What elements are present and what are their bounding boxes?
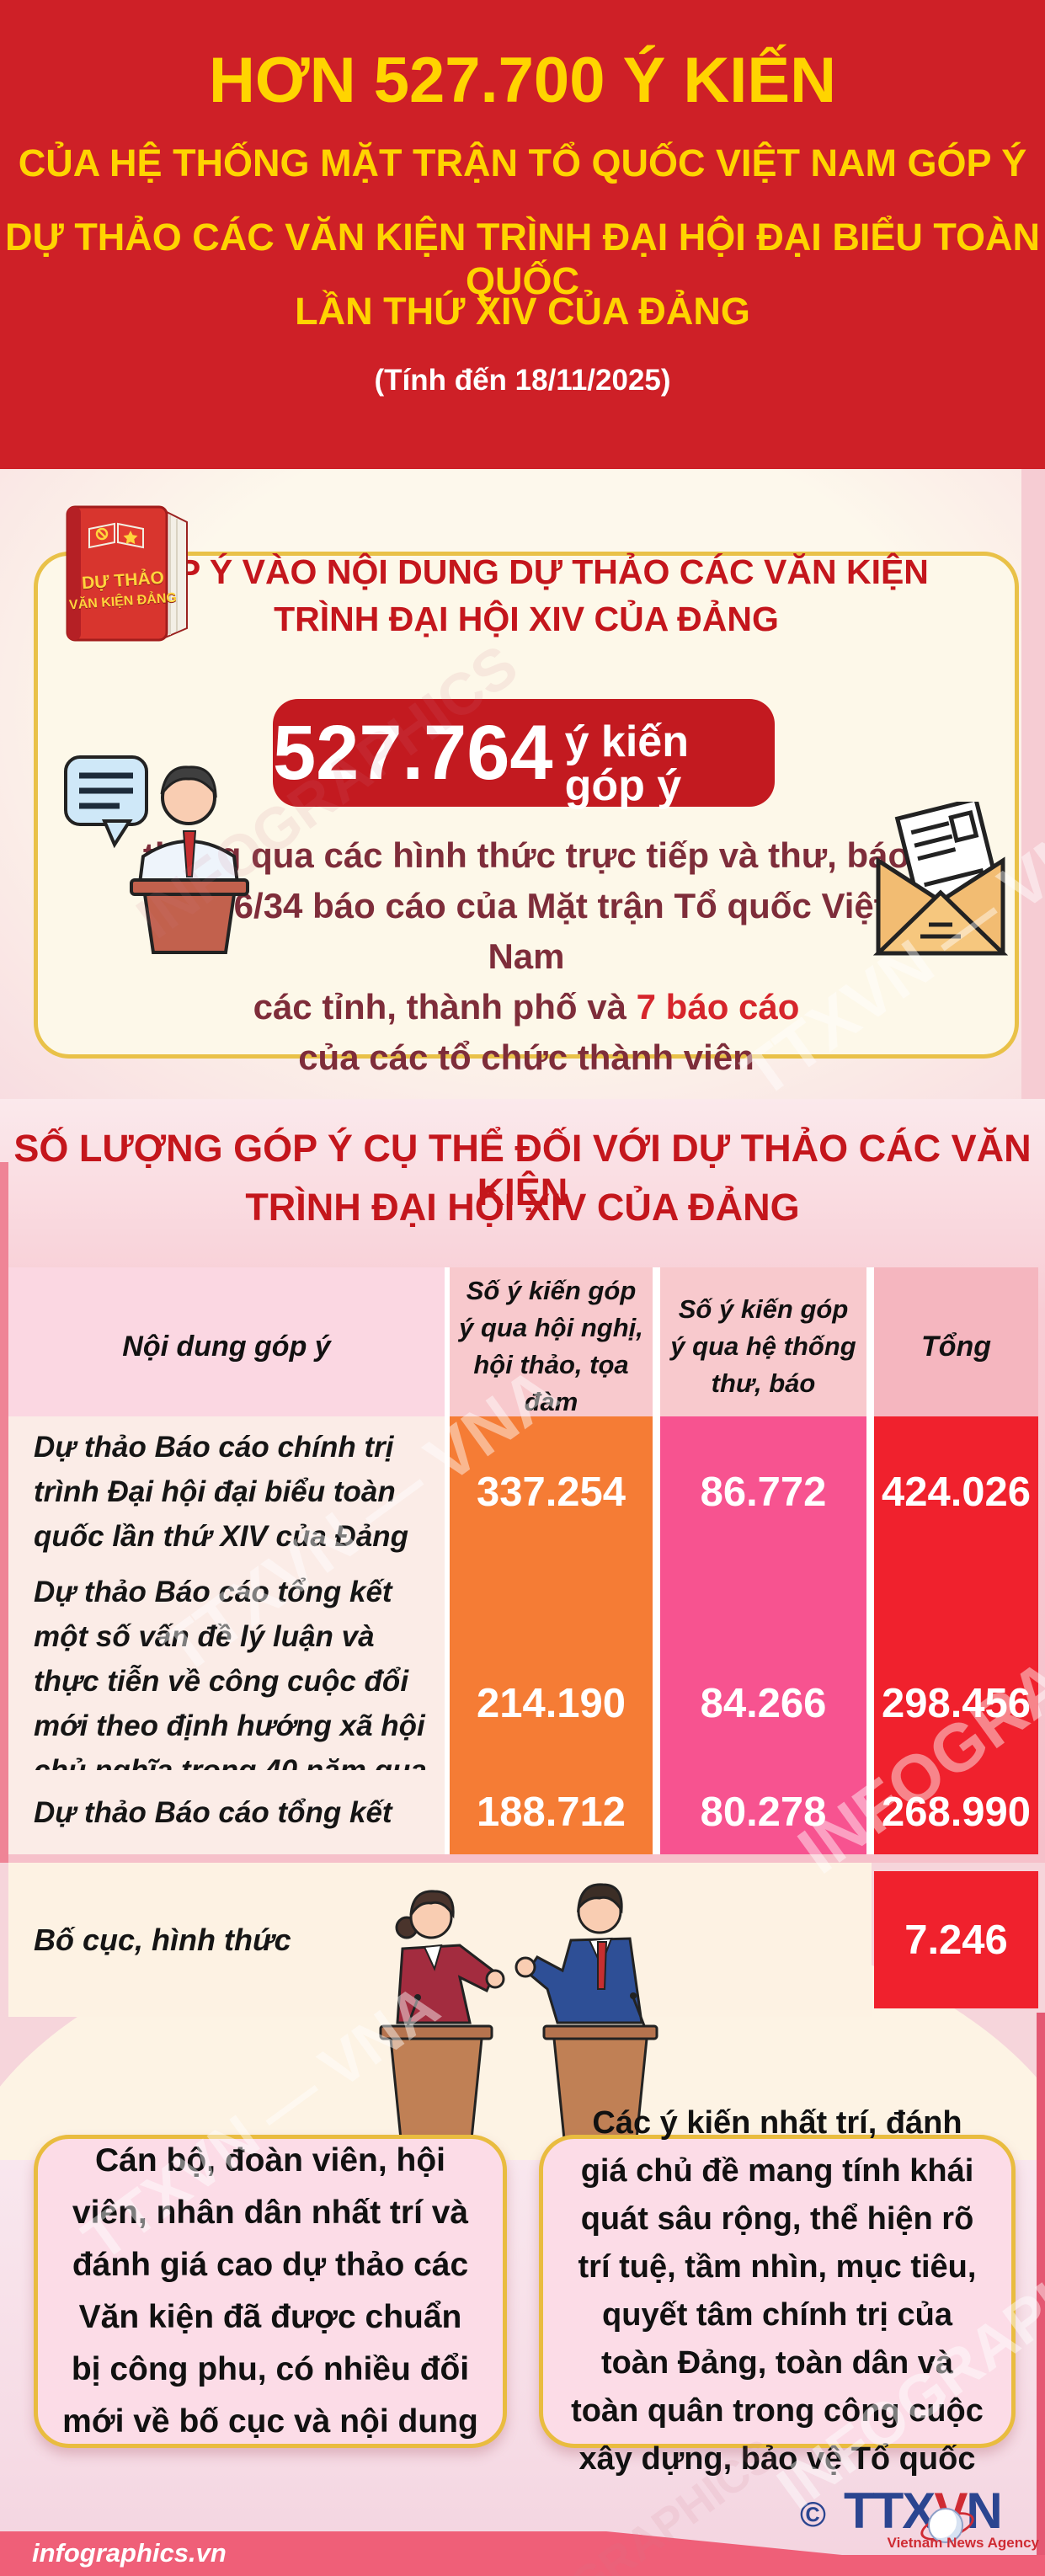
page-subtitle-1: CỦA HỆ THỐNG MẶT TRẬN TỔ QUỐC VIỆT NAM G… (18, 141, 1027, 184)
row-conference-value: 188.712 (450, 1770, 653, 1854)
summary-title-2: TRÌNH ĐẠI HỘI XIV CỦA ĐẢNG (274, 600, 779, 638)
summary-title-1: GÓP Ý VÀO NỘI DUNG DỰ THẢO CÁC VĂN KIỆN (124, 552, 929, 591)
table-row: Dự thảo Báo cáo tổng kết một số vấn đề l… (8, 1561, 1038, 1846)
summary-body-line4: của các tổ chức thành viên (298, 1037, 754, 1077)
column-header-content: Nội dung góp ý (8, 1267, 445, 1426)
page-title: HƠN 527.700 Ý KIẾN (209, 45, 836, 116)
row-mail-value: 80.278 (660, 1770, 866, 1854)
row-mail-value: 86.772 (660, 1416, 866, 1567)
globe-icon (928, 2508, 963, 2543)
row-total-value: 7.246 (874, 1871, 1038, 2008)
ttxvn-logo: © TTXVN Vietnam News Agency (800, 2486, 1040, 2553)
total-opinions-label: ý kiến góp ý (564, 717, 689, 810)
row-label: Bố cục, hình thức (34, 1922, 291, 1957)
right-edge-strip-bottom (1037, 2013, 1045, 2557)
page-subtitle-3: LẦN THỨ XIV CỦA ĐẢNG (295, 290, 750, 333)
two-speakers-illustration (337, 1871, 724, 2162)
column-header-total: Tổng (874, 1267, 1038, 1426)
summary-body-text: thông qua các hình thức trực tiếp và thư… (126, 830, 926, 1083)
column-gap (653, 1267, 660, 1426)
table-title-2: TRÌNH ĐẠI HỘI XIV CỦA ĐẢNG (245, 1186, 800, 1229)
row-conference-value: 337.254 (450, 1416, 653, 1567)
summary-body-line3: các tỉnh, thành phố và 7 báo cáo (253, 987, 800, 1027)
page-subtitle-2: DỰ THẢO CÁC VĂN KIỆN TRÌNH ĐẠI HỘI ĐẠI B… (4, 216, 1041, 302)
column-gap (445, 1267, 450, 1426)
row-total-value: 424.026 (874, 1416, 1038, 1567)
total-opinions-badge: 527.764 ý kiến góp ý (273, 699, 775, 810)
logo-subtitle: Vietnam News Agency (887, 2535, 1039, 2551)
table-row: Dự thảo Báo cáo tổng kết 188.712 80.278 … (8, 1770, 1038, 1854)
left-edge-strip (0, 1162, 8, 1863)
column-header-mail: Số ý kiến góp ý qua hệ thống thư, báo (660, 1267, 866, 1426)
speaker-at-podium-icon (61, 745, 259, 960)
row-total-value: 268.990 (874, 1770, 1038, 1854)
quote-left-text: Cán bộ, đoàn viên, hội viên, nhân dân nh… (62, 2142, 478, 2440)
row-label: Dự thảo Báo cáo chính trị trình Đại hội … (8, 1416, 445, 1567)
table-title-1: SỐ LƯỢNG GÓP Ý CỤ THỂ ĐỐI VỚI DỰ THẢO CÁ… (13, 1127, 1032, 1213)
party-documents-book-icon (64, 502, 192, 647)
date-note: (Tính đến 18/11/2025) (374, 364, 671, 397)
mail-envelope-icon (872, 796, 1010, 963)
column-gap (866, 1267, 874, 1426)
summary-body-line1: thông qua các hình thức trực tiếp và thư… (142, 835, 910, 875)
right-edge-strip-top (1021, 469, 1045, 1099)
row-label: Dự thảo Báo cáo tổng kết (8, 1770, 445, 1854)
quote-right-text: Các ý kiến nhất trí, đánh giá chủ đề man… (571, 2105, 984, 2477)
header-banner (0, 0, 1045, 469)
summary-body-line2: từ 26/34 báo cáo của Mặt trận Tổ quốc Vi… (167, 886, 886, 976)
table-row: Dự thảo Báo cáo chính trị trình Đại hội … (8, 1416, 1038, 1567)
seven-reports-highlight: 7 báo cáo (636, 987, 800, 1027)
quote-box-right: Các ý kiến nhất trí, đánh giá chủ đề man… (539, 2105, 1016, 2477)
quote-box-left: Cán bộ, đoàn viên, hội viên, nhân dân nh… (34, 2135, 507, 2448)
website-link[interactable]: infographics.vn (32, 2538, 227, 2568)
column-header-conference: Số ý kiến góp ý qua hội nghị, hội thảo, … (450, 1267, 653, 1426)
copyright-symbol: © (800, 2494, 826, 2534)
total-opinions-number: 527.764 (273, 710, 553, 796)
table-header-row: Nội dung góp ý Số ý kiến góp ý qua hội n… (8, 1267, 1038, 1426)
